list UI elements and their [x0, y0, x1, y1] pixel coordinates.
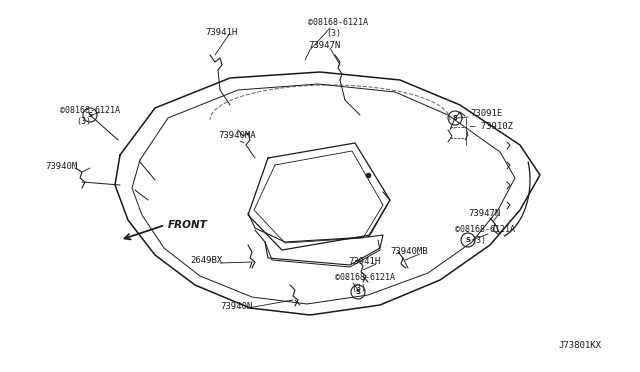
Text: 73940MA: 73940MA	[218, 131, 255, 140]
Text: 73941H: 73941H	[205, 28, 237, 37]
Text: ©08168-6121A: ©08168-6121A	[308, 18, 368, 27]
Text: S: S	[88, 112, 93, 118]
Text: (3): (3)	[326, 29, 341, 38]
Text: ©08168-6121A: ©08168-6121A	[335, 273, 395, 282]
Text: 73947N: 73947N	[468, 209, 500, 218]
Text: (3): (3)	[76, 117, 91, 126]
Text: — 73910Z: — 73910Z	[470, 122, 513, 131]
Text: S: S	[452, 115, 458, 121]
Text: 73940MB: 73940MB	[390, 247, 428, 256]
Text: S: S	[465, 237, 470, 243]
Text: J73801KX: J73801KX	[558, 341, 601, 350]
Text: 73940N: 73940N	[220, 302, 252, 311]
Text: ©08168-6121A: ©08168-6121A	[455, 225, 515, 234]
Text: S: S	[355, 289, 360, 295]
Text: FRONT: FRONT	[168, 220, 208, 230]
Text: 73940M: 73940M	[45, 162, 77, 171]
Text: (3): (3)	[471, 236, 486, 245]
Text: 73941H: 73941H	[348, 257, 380, 266]
Text: 73947N: 73947N	[308, 41, 340, 50]
Text: (3): (3)	[351, 284, 366, 293]
Text: 2649BX: 2649BX	[190, 256, 222, 265]
Text: 73091E: 73091E	[470, 109, 502, 118]
Text: ©08168-6121A: ©08168-6121A	[60, 106, 120, 115]
